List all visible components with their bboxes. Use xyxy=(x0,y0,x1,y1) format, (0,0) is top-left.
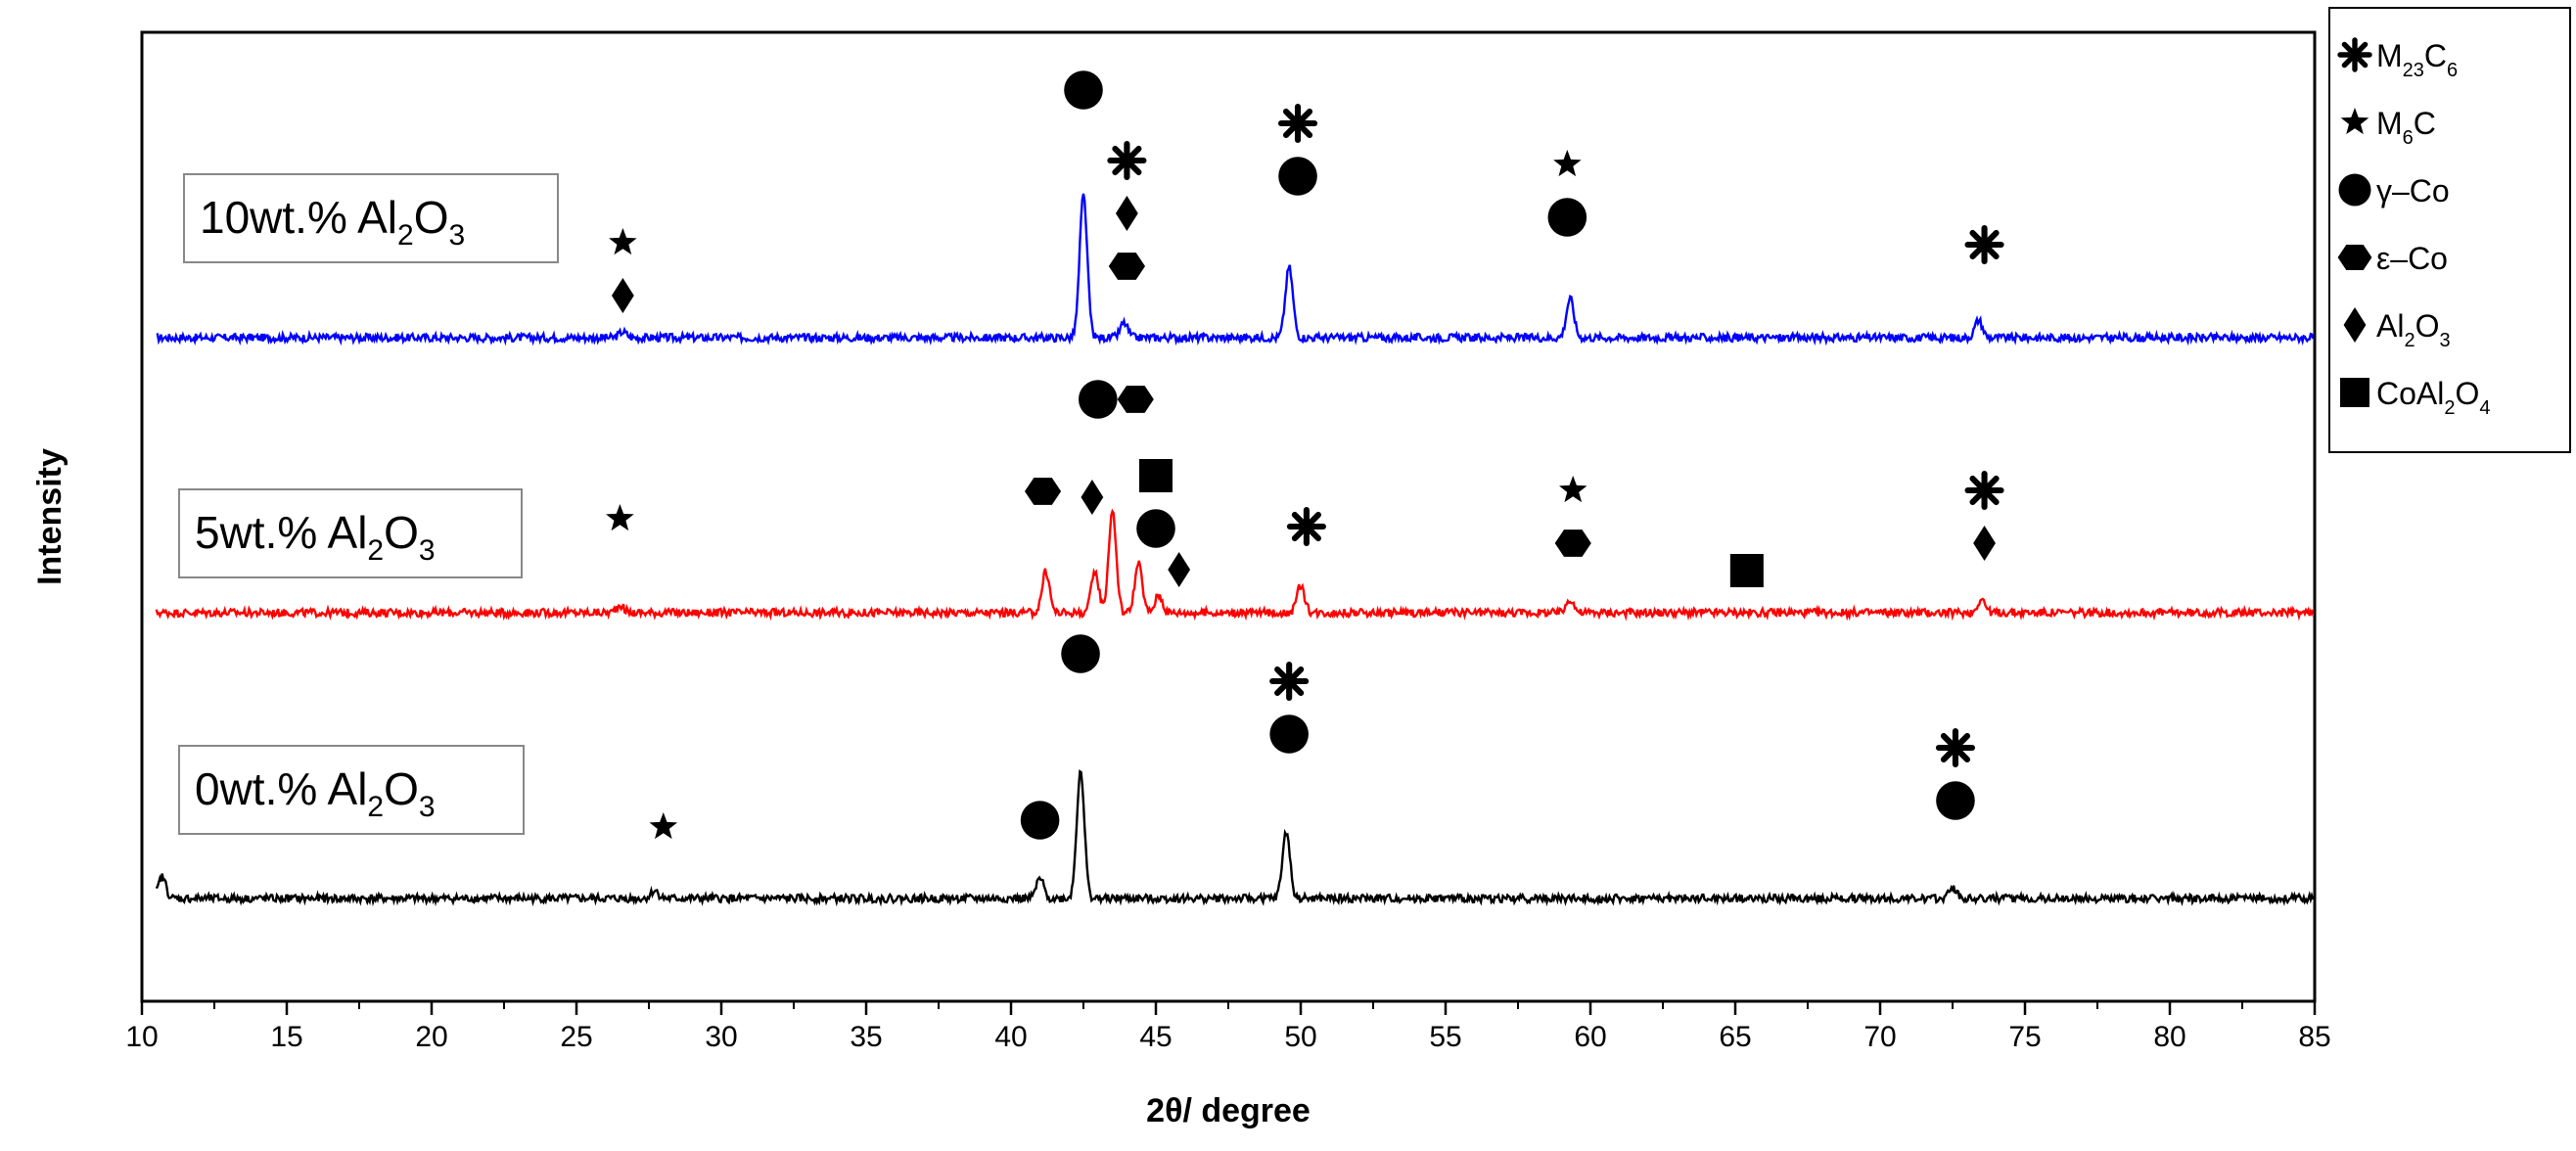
star-marker xyxy=(1553,150,1582,177)
square-marker xyxy=(2340,378,2369,407)
x-tick-label: 50 xyxy=(1284,1021,1316,1053)
star-marker xyxy=(649,812,678,840)
x-tick-label: 80 xyxy=(2153,1021,2185,1053)
sample-label-box xyxy=(178,488,523,578)
asterisk-marker xyxy=(2337,37,2372,72)
circle-marker xyxy=(2338,173,2371,207)
hexagon-marker xyxy=(2337,245,2372,270)
series-line xyxy=(155,508,2315,622)
star-marker xyxy=(609,228,637,255)
legend: M23C6 M6C γ–Co ε–Co Al2O3 CoAl2O4 xyxy=(2328,7,2571,453)
x-axis: 10 15 20 25 30 35 40 45 50 55 60 65 70 75 80 85 xyxy=(125,1001,2331,1053)
circle-marker xyxy=(1064,70,1103,110)
circle-marker xyxy=(1278,157,1317,196)
x-tick-label: 40 xyxy=(994,1021,1027,1053)
x-tick-label: 25 xyxy=(560,1021,592,1053)
x-tick-label: 10 xyxy=(125,1021,158,1053)
x-tick-label: 65 xyxy=(1719,1021,1751,1053)
x-tick-label: 35 xyxy=(850,1021,882,1053)
circle-marker xyxy=(1061,634,1100,673)
circle-marker xyxy=(1136,509,1175,548)
hexagon-marker xyxy=(1117,386,1154,413)
x-tick-label: 60 xyxy=(1574,1021,1606,1053)
sample-label: 10wt.% Al2O3 xyxy=(200,192,465,252)
hexagon-marker xyxy=(1025,478,1062,505)
sample-labels: 10wt.% Al2O3 5wt.% Al2O3 0wt.% Al2O3 xyxy=(178,173,559,835)
legend-label: ε–Co xyxy=(2376,241,2448,276)
legend-label: Al2O3 xyxy=(2376,308,2451,351)
series-line xyxy=(155,769,2315,907)
asterisk-marker xyxy=(1964,224,2004,265)
spectra-group xyxy=(155,193,2315,907)
x-tick-label: 70 xyxy=(1863,1021,1896,1053)
sample-label-box xyxy=(183,173,559,263)
circle-marker xyxy=(1020,801,1060,840)
sample-label: 0wt.% Al2O3 xyxy=(195,763,436,823)
diamond-marker xyxy=(1081,480,1104,515)
circle-marker xyxy=(1936,781,1975,820)
phase-markers xyxy=(606,70,2004,840)
legend-label: M23C6 xyxy=(2376,38,2458,81)
sample-label: 5wt.% Al2O3 xyxy=(195,507,436,567)
x-tick-label: 15 xyxy=(270,1021,302,1053)
x-tick-label: 30 xyxy=(705,1021,737,1053)
star-marker xyxy=(1559,476,1587,503)
square-marker xyxy=(1139,459,1173,492)
x-tick-label: 85 xyxy=(2298,1021,2330,1053)
diamond-marker xyxy=(2343,307,2367,343)
sample-label-box xyxy=(178,745,525,835)
x-tick-label: 45 xyxy=(1139,1021,1172,1053)
diamond-marker xyxy=(1168,552,1191,587)
asterisk-marker xyxy=(1107,140,1147,181)
sample-label-text: 10wt.% Al xyxy=(200,192,397,243)
x-tick-label: 20 xyxy=(415,1021,447,1053)
x-tick-label: 55 xyxy=(1429,1021,1461,1053)
asterisk-marker xyxy=(1935,727,1976,768)
series-line xyxy=(156,193,2315,346)
legend-label: CoAl2O4 xyxy=(2376,376,2491,419)
legend-label: γ–Co xyxy=(2376,173,2450,208)
circle-marker xyxy=(1079,380,1118,419)
asterisk-marker xyxy=(1286,506,1326,547)
asterisk-marker xyxy=(1964,470,2004,511)
asterisk-marker xyxy=(1277,103,1318,144)
diamond-marker xyxy=(1973,526,1996,561)
sample-label-text: 0wt.% Al xyxy=(195,763,367,814)
hexagon-marker xyxy=(1108,253,1145,280)
x-axis-title: 2θ/ degree xyxy=(1146,1092,1311,1129)
circle-marker xyxy=(1547,198,1587,237)
x-tick-label: 75 xyxy=(2008,1021,2041,1053)
hexagon-marker xyxy=(1554,529,1591,557)
diamond-marker xyxy=(611,278,634,313)
star-marker xyxy=(606,504,634,531)
asterisk-marker xyxy=(1269,661,1310,702)
diamond-marker xyxy=(1116,196,1138,231)
y-axis-title: Intensity xyxy=(31,448,69,585)
square-marker xyxy=(1729,554,1764,587)
star-marker xyxy=(2340,108,2369,135)
legend-label: M6C xyxy=(2376,106,2436,149)
sample-label-text: 5wt.% Al xyxy=(195,507,367,558)
circle-marker xyxy=(1269,714,1309,754)
